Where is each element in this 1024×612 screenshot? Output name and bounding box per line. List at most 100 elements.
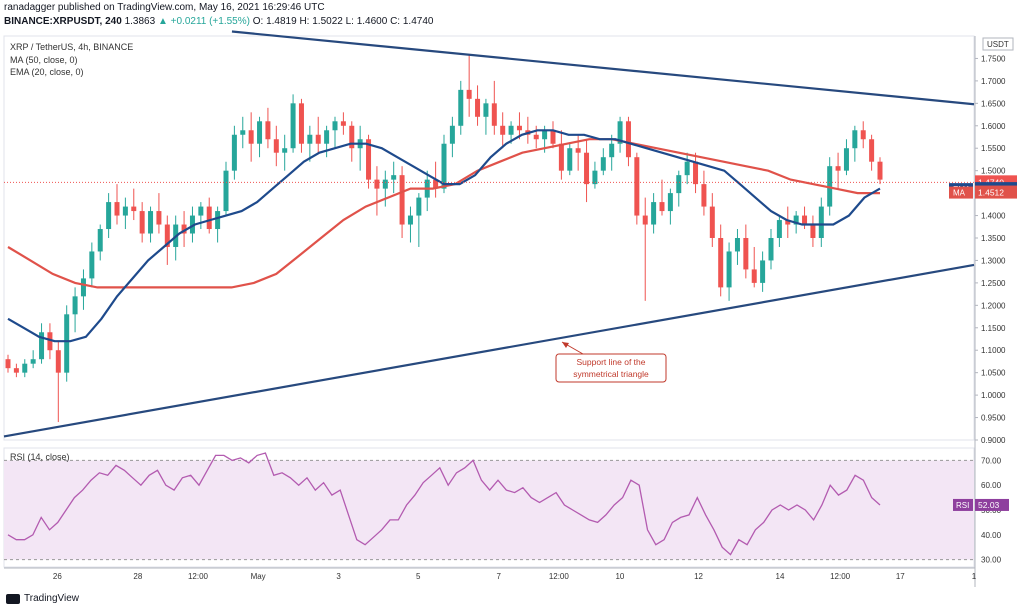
time-tick-label: 12:00 xyxy=(830,572,851,581)
rsi-value-tag xyxy=(975,498,1009,511)
candle-body xyxy=(298,103,304,144)
candle-body xyxy=(802,215,808,225)
candle-body xyxy=(223,170,229,212)
candle-body xyxy=(64,314,70,373)
support-trendline xyxy=(3,263,975,438)
candle-body xyxy=(760,260,766,283)
price-tick-label: 1.0000 xyxy=(981,391,1006,400)
candle-body xyxy=(617,121,623,144)
ma-price-tag xyxy=(975,185,1017,199)
candle-body xyxy=(508,125,514,135)
candle-body xyxy=(106,202,112,230)
candle-body xyxy=(215,211,221,230)
candle-body xyxy=(30,359,36,364)
candle-body xyxy=(475,98,481,117)
price-tick-label: 1.0500 xyxy=(981,369,1006,378)
candle-body xyxy=(340,121,346,126)
candle-body xyxy=(818,206,824,238)
candle-body xyxy=(13,368,19,373)
rsi-tick-label: 70.00 xyxy=(981,456,1002,465)
candle-body xyxy=(709,206,715,238)
candle-body xyxy=(869,139,875,162)
candle-body xyxy=(290,103,296,149)
candle-body xyxy=(676,175,682,194)
time-tick-label: 26 xyxy=(53,572,62,581)
price-tick-label: 0.9000 xyxy=(981,436,1006,445)
price-tick-label: 1.2000 xyxy=(981,301,1006,310)
candle-body xyxy=(776,220,782,238)
candle-body xyxy=(533,134,539,140)
candle-body xyxy=(315,134,321,144)
candle-body xyxy=(114,202,120,216)
candle-body xyxy=(5,359,11,369)
symbol-ohlc-row: BINANCE:XRPUSDT, 240 1.3863 ▲ +0.0211 (+… xyxy=(4,16,433,27)
ma-name-label: MA xyxy=(953,189,966,198)
candle-body xyxy=(366,139,372,180)
legend-rsi: RSI (14, close) xyxy=(10,452,70,462)
time-tick-label: 3 xyxy=(336,572,341,581)
price-tick-label: 1.3000 xyxy=(981,256,1006,265)
legend-ema: EMA (20, close, 0) xyxy=(10,67,84,77)
candle-body xyxy=(550,130,556,144)
candle-body xyxy=(743,238,749,270)
price-tick-label: 1.1500 xyxy=(981,324,1006,333)
candle-body xyxy=(659,202,665,212)
candle-body xyxy=(734,238,740,252)
candle-body xyxy=(592,170,598,185)
candle-body xyxy=(693,161,699,185)
candle-body xyxy=(718,238,724,288)
candle-body xyxy=(349,125,355,149)
candle-body xyxy=(600,157,606,171)
annotation-line-2: symmetrical triangle xyxy=(573,369,649,379)
candle-body xyxy=(768,238,774,261)
candle-body xyxy=(516,125,522,131)
candle-body xyxy=(785,220,791,225)
candle-body xyxy=(22,363,28,373)
candle-body xyxy=(39,332,45,360)
ema20-line xyxy=(7,129,881,343)
currency-label: USDT xyxy=(987,40,1009,49)
time-tick-label: 12 xyxy=(694,572,703,581)
price-tick-label: 1.7500 xyxy=(981,54,1006,63)
candle-body xyxy=(726,251,732,288)
symbol-label: BINANCE:XRPUSDT, 240 xyxy=(4,16,122,27)
price-change: ▲ +0.0211 (+1.55%) xyxy=(157,16,250,27)
currency-box xyxy=(982,37,1014,51)
time-tick-label: 7 xyxy=(496,572,501,581)
price-tick-label: 1.1000 xyxy=(981,346,1006,355)
candle-body xyxy=(466,89,472,99)
candle-body xyxy=(198,206,204,216)
price-tick-label: 0.9500 xyxy=(981,414,1006,423)
candle-body xyxy=(609,143,615,158)
candle-body xyxy=(131,206,137,212)
ohlc-values: O: 1.4819 H: 1.5022 L: 1.4600 C: 1.4740 xyxy=(252,16,434,27)
rsi-name-tag xyxy=(953,498,973,511)
candle-body xyxy=(55,350,61,373)
candle-body xyxy=(642,215,648,225)
time-tick-label: 14 xyxy=(776,572,785,581)
rsi-band xyxy=(4,460,974,560)
candle-body xyxy=(122,206,128,216)
rsi-tick-label: 30.00 xyxy=(981,556,1002,565)
candle-body xyxy=(684,161,690,176)
tradingview-brand[interactable]: TradingView xyxy=(6,593,79,604)
candle-body xyxy=(701,184,707,207)
candle-body xyxy=(458,89,464,126)
ma-name-tag xyxy=(949,186,973,199)
legend-title: XRP / TetherUS, 4h, BINANCE xyxy=(10,42,134,52)
candle-body xyxy=(97,229,103,252)
resistance-trendline xyxy=(231,30,975,106)
time-tick-label: 10 xyxy=(615,572,624,581)
candle-body xyxy=(449,125,455,144)
candle-body xyxy=(542,130,548,140)
candle-body xyxy=(231,134,237,171)
annotation-box xyxy=(555,353,667,383)
candle-body xyxy=(257,121,263,144)
legend-ma: MA (50, close, 0) xyxy=(10,55,78,65)
price-tick-label: 1.2500 xyxy=(981,279,1006,288)
candle-body xyxy=(877,161,883,180)
candle-body xyxy=(810,224,816,238)
annotation-arrowhead xyxy=(562,342,569,348)
